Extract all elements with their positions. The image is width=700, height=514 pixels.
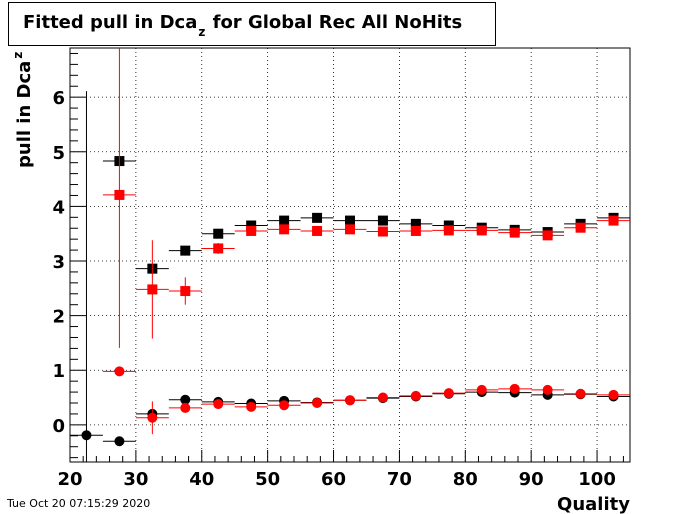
x-tick-label: 70	[387, 469, 412, 490]
x-tick-label: 60	[321, 469, 346, 490]
x-axis-label: Quality	[557, 494, 630, 514]
axes	[69, 47, 631, 463]
plot-frame	[69, 47, 631, 463]
data-point-square	[575, 222, 586, 233]
data-point-square	[443, 225, 454, 236]
data-point-circle	[147, 412, 158, 423]
data-point-square	[345, 215, 355, 226]
y-tick-label: 1	[52, 361, 65, 382]
axis-labels: 20 30 40 50 60 70 80 90 100 0 1 2 3 4 5 6 Quality pull in…	[11, 52, 630, 514]
y-tick-label: 0	[52, 416, 65, 437]
data-point-circle	[410, 390, 421, 401]
data-point-circle	[180, 402, 191, 413]
data-point-circle	[345, 395, 355, 406]
data-point-circle	[246, 401, 257, 412]
y-axis-label-main: pull in Dca	[14, 61, 35, 168]
chart-title-rest: for Global Rec All NoHits	[206, 12, 463, 33]
chart-marks	[70, 48, 630, 462]
x-tick-label: 50	[255, 469, 280, 490]
data-point-square	[114, 189, 125, 200]
data-point-square	[180, 286, 191, 297]
data-point-circle	[180, 394, 191, 405]
y-tick-label: 5	[52, 143, 65, 164]
y-tick-label: 2	[52, 307, 65, 328]
y-tick-label: 3	[52, 252, 65, 273]
data-point-square	[213, 243, 224, 254]
y-tick-label: 6	[52, 88, 65, 109]
data-point-circle	[81, 430, 92, 441]
chart-title-box: Fitted pull in Dcaz for Global Rec All N…	[8, 2, 496, 46]
series-2	[70, 91, 630, 462]
data-point-square	[345, 224, 355, 235]
chart-title-subscript: z	[198, 25, 206, 39]
data-point-circle	[542, 384, 553, 395]
data-point-circle	[443, 388, 454, 399]
data-point-square	[377, 215, 388, 226]
chart-title-main: Fitted pull in Dca	[23, 12, 198, 33]
data-point-square	[312, 212, 323, 223]
y-axis-label-subscript: z	[11, 52, 25, 59]
data-point-square	[312, 225, 323, 236]
data-point-square	[410, 218, 421, 229]
x-tick-label: 20	[57, 469, 82, 490]
data-point-square	[246, 225, 257, 236]
data-point-square	[410, 225, 421, 236]
data-point-circle	[114, 366, 125, 377]
series-0	[102, 156, 630, 274]
data-point-square	[608, 215, 619, 226]
y-tick-label: 4	[52, 197, 65, 218]
series-1	[102, 48, 630, 348]
x-tick-label: 90	[519, 469, 544, 490]
x-tick-label: 80	[453, 469, 478, 490]
x-tick-label: 30	[123, 469, 148, 490]
data-point-square	[279, 224, 290, 235]
timestamp: Tue Oct 20 07:15:29 2020	[7, 497, 151, 510]
data-point-square	[476, 225, 487, 236]
data-point-circle	[575, 388, 586, 399]
x-tick-label: 100	[578, 469, 616, 490]
data-point-square	[246, 220, 257, 231]
data-point-circle	[114, 436, 125, 447]
x-tick-label: 40	[189, 469, 214, 490]
data-point-circle	[213, 399, 224, 410]
data-point-square	[147, 284, 158, 295]
data-point-circle	[312, 398, 323, 409]
data-point-circle	[377, 392, 388, 403]
data-point-circle	[476, 384, 487, 395]
data-point-square	[180, 245, 191, 256]
series-3	[102, 366, 630, 435]
data-point-square	[279, 215, 290, 226]
y-axis-label: pull in Dca z	[11, 52, 35, 168]
chart-title: Fitted pull in Dcaz for Global Rec All N…	[23, 12, 463, 39]
data-point-circle	[279, 400, 290, 411]
data-point-square	[377, 226, 388, 237]
data-point-circle	[509, 383, 520, 394]
data-point-square	[213, 228, 224, 239]
data-point-circle	[608, 389, 619, 400]
data-point-square	[509, 227, 520, 238]
data-point-square	[542, 230, 553, 241]
